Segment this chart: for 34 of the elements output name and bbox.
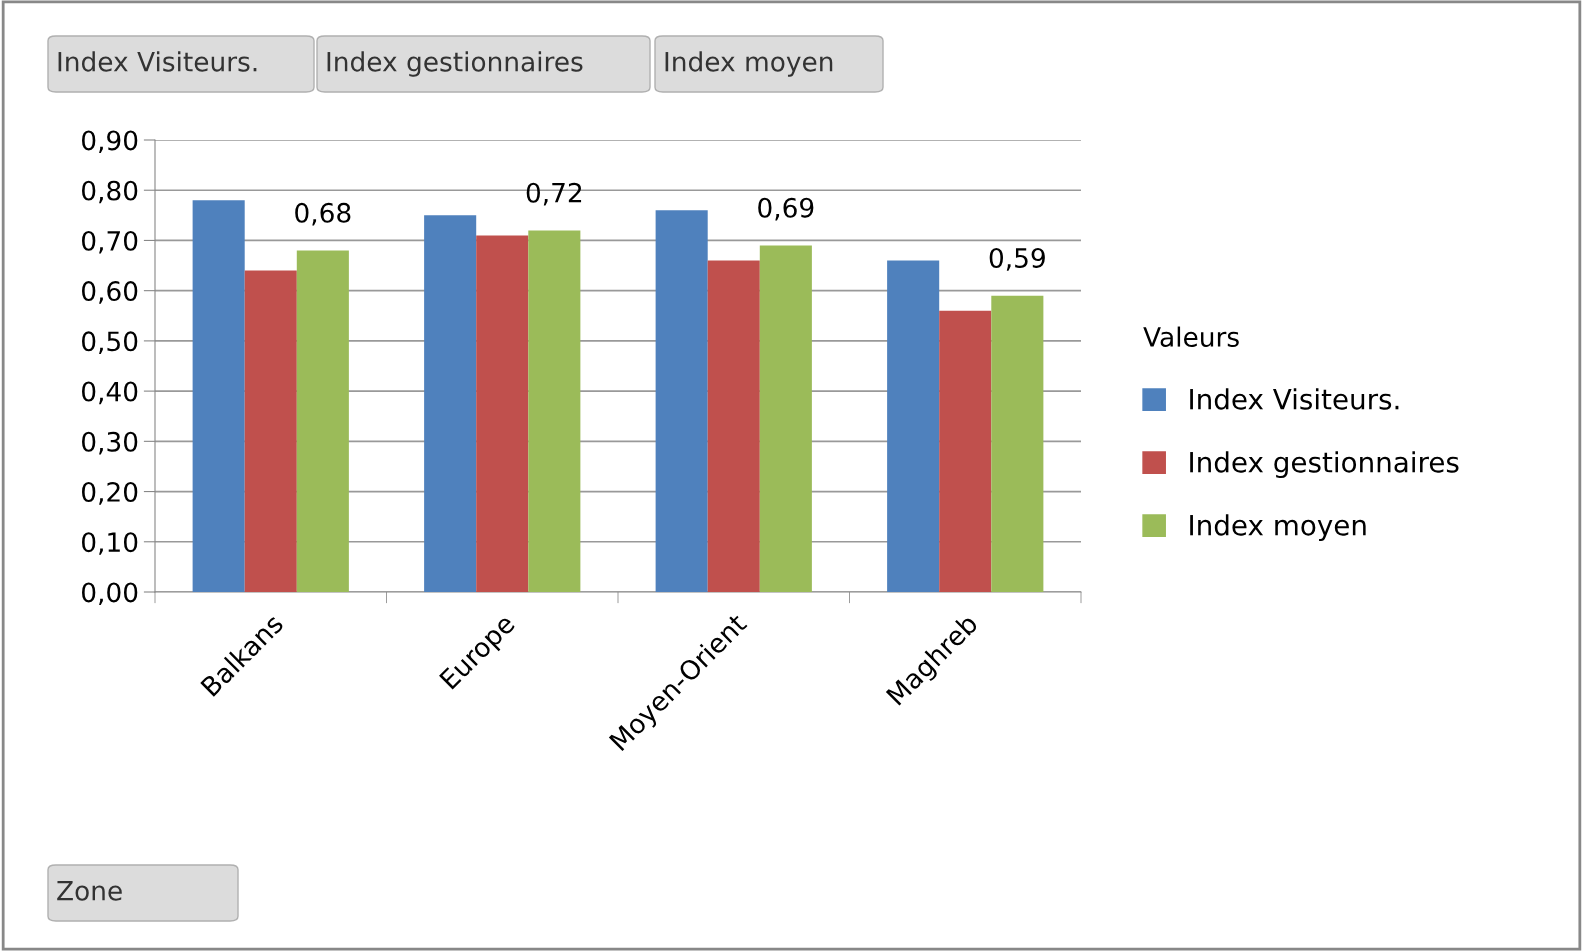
bar (424, 215, 477, 592)
bar (244, 270, 297, 592)
text: Zone (57, 881, 122, 901)
legend-label: Index Visiteurs. (1190, 388, 1399, 410)
data-label: 0,69 (758, 197, 814, 221)
y-tick-label: 0,50 (82, 331, 138, 354)
bar (887, 260, 940, 592)
bar (991, 295, 1044, 592)
bar (296, 250, 349, 592)
y-tick-label: 0,70 (82, 230, 138, 254)
y-tick-label: 0,00 (82, 582, 138, 606)
y-tick-label: 0,40 (82, 381, 138, 405)
bar (528, 230, 581, 592)
bar (939, 310, 992, 592)
y-tick-label: 0,90 (82, 130, 138, 154)
y-tick-label: 0,80 (82, 180, 138, 204)
text: Index Visiteurs. (58, 51, 257, 72)
bar (655, 210, 708, 592)
bar (192, 200, 245, 592)
y-tick-label: 0,20 (82, 482, 138, 505)
y-tick-label: 0,10 (82, 532, 138, 555)
bar (476, 235, 529, 592)
legend-title: Valeurs (1143, 326, 1239, 347)
text: Index gestionnaires (327, 51, 583, 77)
legend-label: Index moyen (1190, 514, 1366, 542)
text: Index moyen (665, 51, 833, 77)
legend-label: Index gestionnaires (1190, 451, 1459, 479)
data-label: 0,68 (295, 202, 351, 226)
y-tick-label: 0,60 (82, 281, 138, 304)
bar (707, 260, 760, 592)
data-label: 0,72 (526, 182, 582, 206)
y-tick-label: 0,30 (82, 431, 138, 455)
bar (759, 245, 812, 592)
data-label: 0,59 (989, 248, 1045, 271)
